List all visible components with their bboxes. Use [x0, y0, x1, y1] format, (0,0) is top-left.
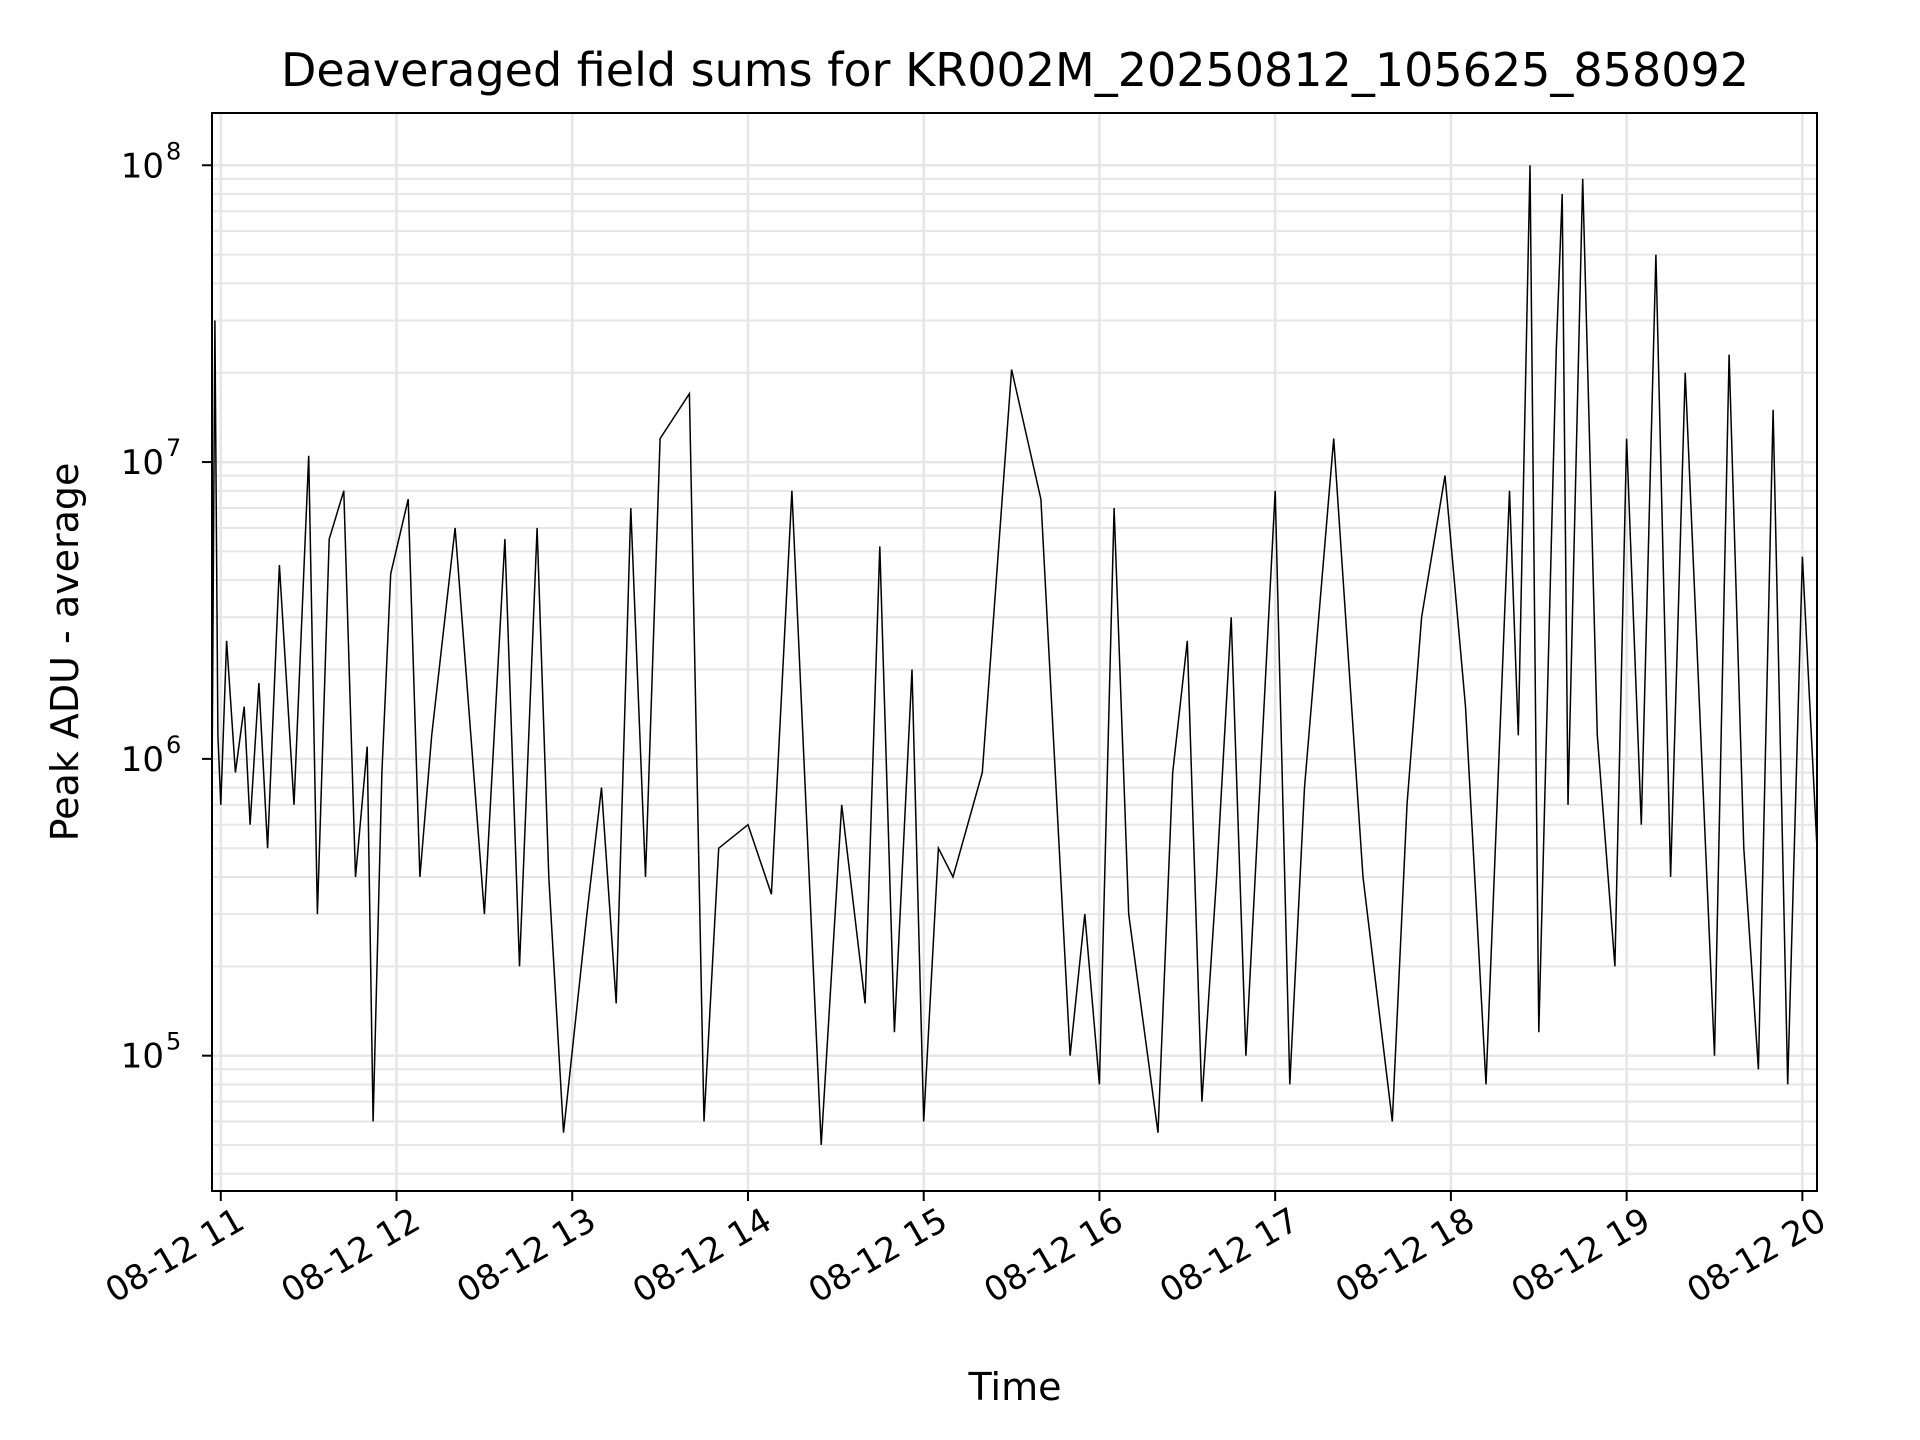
y-tick-exponent: 8 — [166, 137, 181, 165]
y-tick-exponent: 7 — [166, 434, 181, 462]
y-axis-label: Peak ADU - average — [43, 463, 87, 842]
y-tick-exponent: 6 — [166, 731, 181, 759]
y-tick-label: 10 — [121, 146, 164, 186]
grid — [212, 113, 1817, 1191]
plot-area — [211, 165, 1818, 1146]
y-tick-label: 10 — [121, 443, 164, 483]
y-tick-exponent: 5 — [166, 1028, 181, 1056]
chart-title: Deaveraged field sums for KR002M_2025081… — [281, 43, 1749, 97]
plot-frame — [211, 112, 1818, 1192]
series-line — [211, 165, 1818, 1146]
x-axis-label: Time — [968, 1365, 1062, 1409]
y-tick-label: 10 — [121, 1037, 164, 1077]
y-tick-label: 10 — [121, 740, 164, 780]
